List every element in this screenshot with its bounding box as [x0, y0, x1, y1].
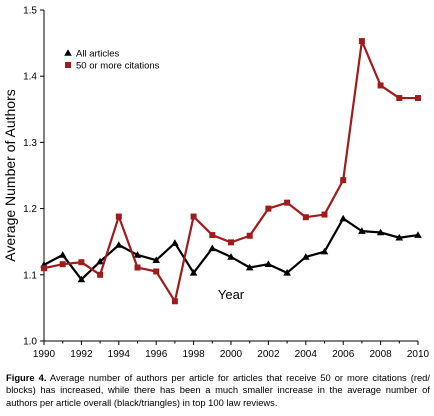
- data-point: [58, 251, 67, 258]
- x-axis-label: Year: [218, 287, 245, 302]
- y-axis-ticks: 1.0 1.1 1.2 1.3 1.4 1.5: [23, 6, 44, 348]
- data-point: [396, 95, 403, 102]
- data-point: [171, 239, 179, 246]
- legend-marker: [64, 49, 72, 56]
- data-point: [171, 298, 178, 305]
- x-tick-label: 1990: [33, 349, 56, 360]
- data-point: [133, 251, 142, 258]
- x-tick-label: 1994: [108, 349, 131, 360]
- y-tick-label: 1.0: [23, 337, 37, 348]
- series-fifty-plus-citations: [41, 38, 421, 305]
- data-point: [358, 38, 365, 45]
- data-point: [320, 247, 329, 255]
- x-tick-label: 2002: [257, 349, 280, 360]
- y-tick-label: 1.1: [23, 270, 37, 281]
- data-point: [228, 239, 234, 246]
- y-tick-label: 1.4: [23, 72, 37, 83]
- y-axis-label: Average Number of Authors: [2, 89, 18, 262]
- caption-label: Figure 4.: [6, 372, 47, 383]
- data-point: [134, 264, 141, 271]
- legend-label: 50 or more citations: [76, 61, 160, 72]
- x-tick-label: 1998: [182, 349, 205, 360]
- data-point: [340, 177, 347, 184]
- data-point: [321, 211, 328, 218]
- legend-entry: All articles: [64, 49, 120, 60]
- data-point: [97, 271, 104, 278]
- data-point: [189, 269, 198, 276]
- x-tick-label: 1996: [145, 349, 168, 360]
- data-point: [284, 199, 291, 206]
- data-point: [358, 227, 366, 234]
- x-tick-label: 2000: [220, 349, 243, 360]
- legend-marker: [65, 62, 71, 68]
- y-tick-label: 1.3: [23, 138, 37, 149]
- data-point: [208, 244, 217, 252]
- data-point: [283, 269, 291, 276]
- data-point: [78, 259, 85, 266]
- x-tick-label: 2006: [332, 349, 355, 360]
- data-point: [227, 253, 235, 260]
- data-point: [246, 232, 253, 239]
- x-tick-label: 2004: [295, 349, 318, 360]
- series-layer: [40, 38, 422, 305]
- data-point: [153, 268, 160, 275]
- y-tick-label: 1.2: [23, 204, 37, 215]
- x-tick-label: 2010: [407, 349, 430, 360]
- data-point: [209, 232, 216, 239]
- data-point: [115, 213, 122, 220]
- data-point: [414, 231, 422, 238]
- data-point: [59, 261, 66, 268]
- y-tick-label: 1.5: [23, 6, 37, 17]
- data-point: [395, 233, 404, 241]
- data-point: [265, 205, 272, 212]
- data-point: [415, 95, 421, 102]
- data-point: [377, 82, 384, 89]
- data-point: [190, 213, 197, 220]
- data-point: [245, 263, 254, 271]
- x-axis-ticks: 1990 1992 1994 1996 1998 2000 2002 2004 2006 2008…: [33, 341, 430, 360]
- x-tick-label: 2008: [369, 349, 392, 360]
- caption-text: Average number of authors per article fo…: [6, 372, 430, 408]
- line-chart: 1.0 1.1 1.2 1.3 1.4 1.5 1990 1992 1994 1996 1998 2…: [2, 6, 430, 361]
- data-point: [339, 214, 347, 222]
- data-point: [96, 257, 104, 265]
- data-point: [376, 228, 385, 236]
- data-point: [41, 265, 47, 272]
- data-point: [152, 256, 160, 264]
- data-point: [302, 214, 309, 221]
- data-point: [115, 241, 123, 248]
- legend-label: All articles: [76, 49, 120, 60]
- x-tick-label: 1992: [70, 349, 93, 360]
- data-point: [77, 275, 86, 283]
- legend-entry: 50 or more citations: [65, 61, 160, 72]
- data-point: [302, 253, 310, 260]
- figure-caption: Figure 4. Average number of authors per …: [6, 372, 430, 409]
- data-point: [264, 260, 273, 268]
